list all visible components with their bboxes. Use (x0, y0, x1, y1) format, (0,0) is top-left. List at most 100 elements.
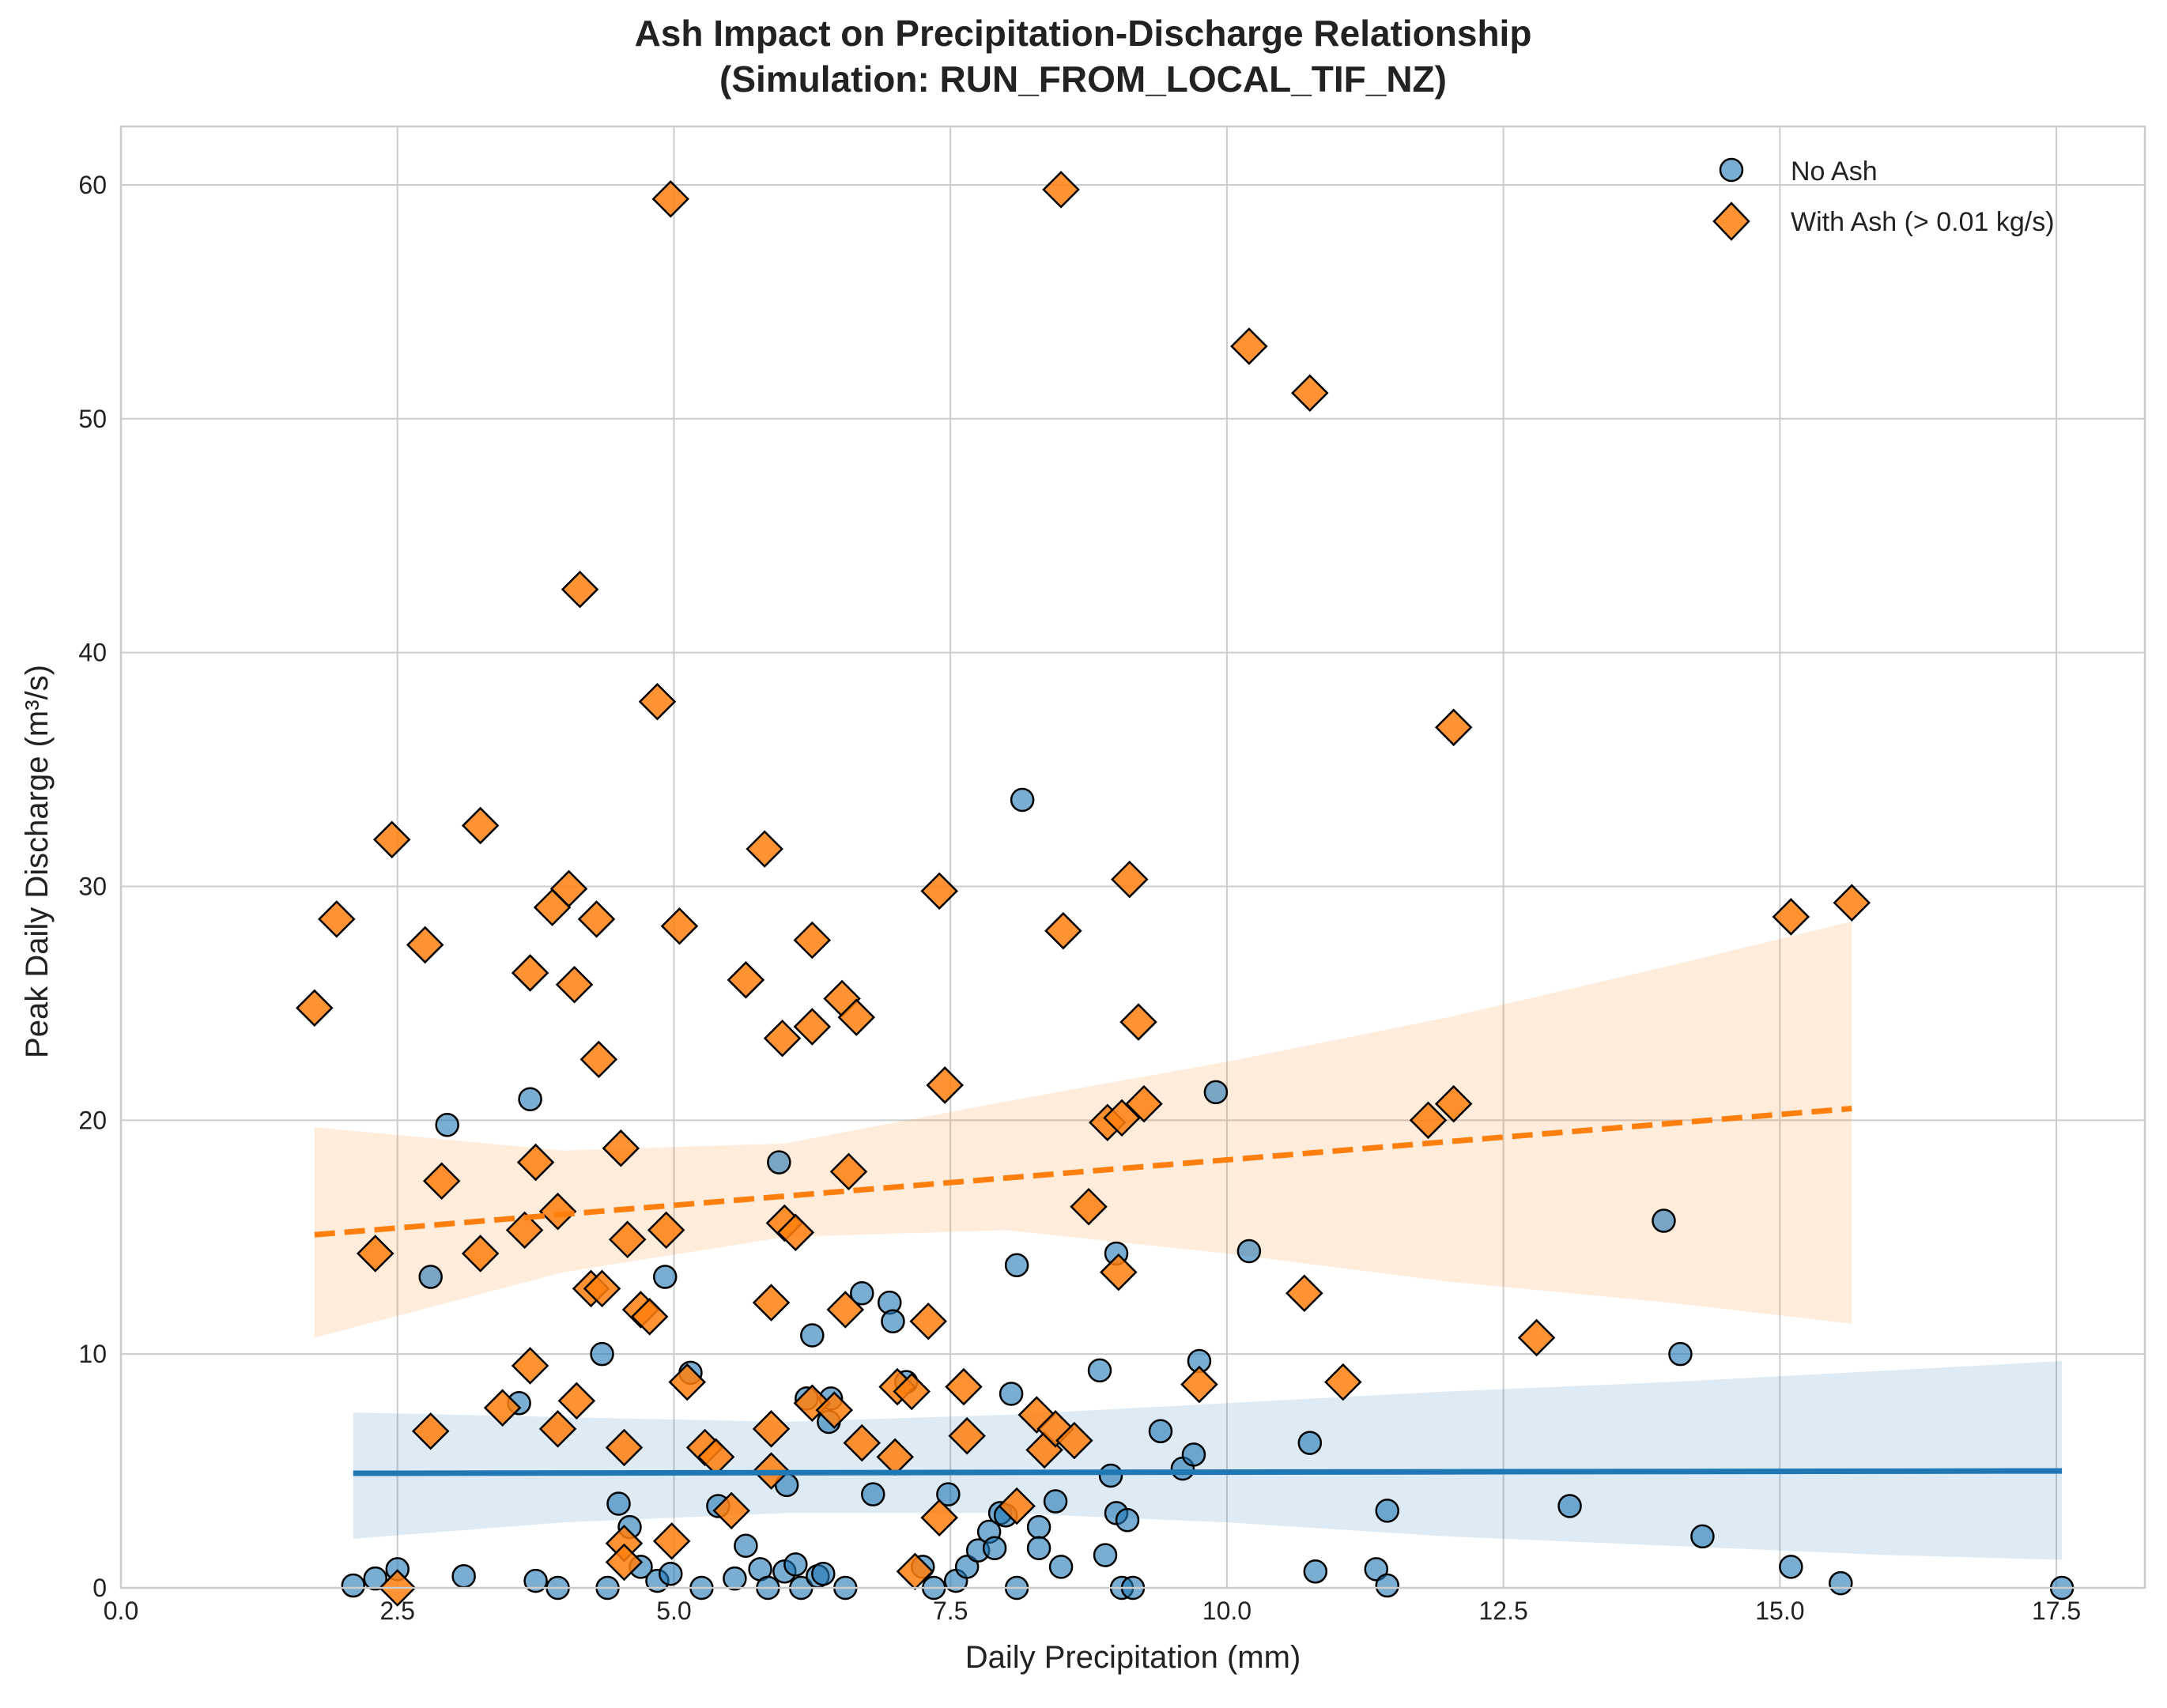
data-point-no-ash (1026, 1514, 1051, 1540)
y-tick-label: 50 (78, 405, 107, 433)
data-point-with-ash (608, 1220, 647, 1258)
data-point-no-ash (1375, 1573, 1399, 1598)
data-point-no-ash (523, 1568, 548, 1593)
data-point-with-ash (1772, 898, 1810, 936)
data-point-no-ash (606, 1491, 631, 1516)
data-point-with-ash (651, 179, 690, 218)
data-point-with-ash (555, 965, 594, 1004)
data-point-with-ash (829, 1152, 868, 1191)
data-point-with-ash (511, 1347, 549, 1385)
data-point-with-ash (998, 1487, 1036, 1525)
data-point-with-ash (630, 1298, 669, 1336)
data-point-no-ash (1829, 1570, 1853, 1596)
x-axis-label: Daily Precipitation (mm) (965, 1640, 1301, 1675)
data-point-no-ash (435, 1112, 459, 1137)
data-point-no-ash (1004, 1253, 1029, 1277)
data-point-with-ash (1070, 1188, 1108, 1226)
data-point-no-ash (767, 1150, 791, 1174)
data-point-with-ash (411, 1412, 450, 1450)
data-point-with-ash (815, 1391, 854, 1429)
y-tick-label: 60 (78, 171, 107, 199)
legend-label-with-ash: With Ash (> 0.01 kg/s) (1791, 207, 2055, 237)
data-point-no-ash (1115, 1507, 1140, 1533)
data-point-with-ash (776, 1213, 815, 1252)
data-point-no-ash (1093, 1543, 1118, 1567)
confidence-band-with-ash (314, 921, 1852, 1338)
data-point-no-ash (363, 1566, 387, 1591)
data-point-with-ash (1111, 860, 1149, 899)
data-point-with-ash (837, 998, 876, 1036)
data-point-with-ash (1833, 884, 1871, 922)
data-point-with-ash (583, 1269, 621, 1308)
chart-title-line2: (Simulation: RUN_FROM_LOCAL_TIF_NZ) (719, 58, 1447, 100)
data-point-with-ash (1291, 374, 1329, 413)
data-point-with-ash (945, 1367, 983, 1406)
data-point-no-ash (861, 1482, 885, 1506)
data-point-with-ash (505, 1211, 544, 1250)
data-point-with-ash (557, 1382, 596, 1420)
x-tick-label: 7.5 (933, 1597, 968, 1625)
data-point-with-ash (483, 1389, 522, 1427)
data-point-with-ash (356, 1235, 395, 1273)
data-point-no-ash (1236, 1239, 1262, 1264)
confidence-bands (314, 921, 2063, 1560)
data-point-no-ash (659, 1561, 683, 1586)
data-point-with-ash (948, 1416, 986, 1455)
data-point-with-ash (1434, 1084, 1473, 1123)
plot-frame (119, 125, 2146, 1589)
data-point-no-ash (723, 1566, 747, 1591)
data-point-no-ash (341, 1573, 366, 1598)
data-point-no-ash (936, 1482, 961, 1506)
data-point-no-ash (1098, 1463, 1123, 1488)
data-point-no-ash (982, 1536, 1007, 1560)
data-point-with-ash (296, 989, 334, 1027)
data-point-with-ash (763, 1020, 802, 1058)
data-point-no-ash (518, 1087, 542, 1111)
data-point-no-ash (1303, 1559, 1328, 1584)
data-point-with-ash (668, 1363, 707, 1401)
confidence-band-no-ash (353, 1361, 2063, 1560)
data-point-with-ash (1042, 171, 1080, 209)
legend-label-no-ash: No Ash (1791, 156, 1878, 187)
data-point-no-ash (653, 1265, 678, 1289)
data-point-with-ash (1044, 911, 1082, 950)
data-point-no-ash (1087, 1358, 1112, 1383)
data-point-with-ash (538, 1410, 577, 1448)
data-point-no-ash (800, 1323, 825, 1348)
data-point-with-ash (561, 570, 599, 609)
y-tick-label: 10 (78, 1340, 107, 1368)
data-point-with-ash (826, 1291, 865, 1329)
data-point-with-ash (660, 907, 699, 945)
data-point-no-ash (451, 1563, 476, 1589)
data-point-with-ash (727, 961, 765, 999)
data-point-no-ash (1375, 1499, 1399, 1523)
data-point-with-ash (926, 1066, 964, 1104)
x-tick-label: 10.0 (1202, 1597, 1251, 1625)
data-point-with-ash (1517, 1318, 1556, 1357)
data-point-with-ash (516, 1143, 555, 1182)
data-point-no-ash (1181, 1442, 1206, 1467)
data-point-no-ash (1779, 1555, 1803, 1579)
data-point-with-ash (909, 1302, 947, 1340)
tick-labels: 0.0 2.5 5.0 7.5 10.0 12.5 15.0 17.5 0 10 20 30 40 50 6… (78, 171, 2081, 1625)
x-tick-label: 5.0 (656, 1597, 691, 1625)
legend-marker-with-ash (1712, 202, 1750, 241)
data-point-with-ash (843, 1423, 882, 1462)
data-point-no-ash (1668, 1341, 1693, 1367)
data-point-no-ash (590, 1341, 614, 1367)
data-point-with-ash (318, 900, 356, 938)
data-point-with-ash (652, 1522, 691, 1560)
data-point-with-ash (602, 1129, 640, 1167)
data-point-no-ash (1026, 1536, 1051, 1560)
data-point-no-ash (783, 1552, 808, 1577)
trend-line-with-ash (314, 1106, 1852, 1238)
data-point-no-ash (1557, 1494, 1582, 1518)
data-point-no-ash (418, 1265, 443, 1289)
data-point-no-ash (734, 1533, 758, 1558)
data-point-with-ash (920, 1499, 958, 1537)
x-tick-label: 0.0 (104, 1597, 138, 1625)
data-point-with-ash (605, 1428, 644, 1467)
data-point-no-ash (811, 1561, 836, 1586)
data-point-with-ash (752, 1410, 791, 1448)
